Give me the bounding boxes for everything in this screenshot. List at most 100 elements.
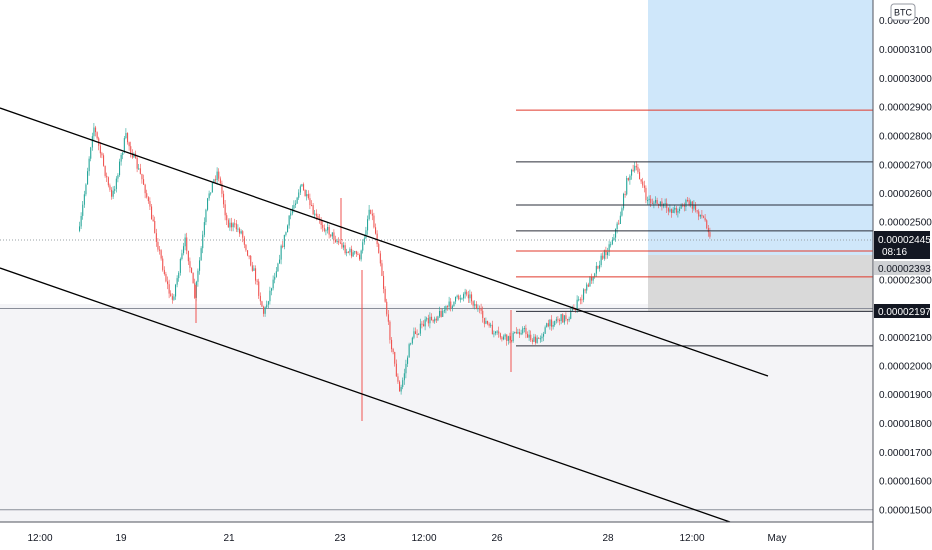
candle-body [181,253,183,259]
candle-body [656,200,658,204]
candle-body [402,380,404,387]
candle-body [515,331,517,334]
candle-body [696,210,698,212]
candle-body [199,260,201,271]
candle-body [632,169,634,171]
candle-body [347,251,349,253]
candle-body [283,234,285,247]
candle-body [634,165,636,171]
candle-body [362,242,364,251]
candle-body [363,238,365,243]
candle-body [290,213,292,216]
candle-body [106,175,108,178]
candle-body [602,255,604,259]
candle-body [223,193,225,205]
candle-body [440,311,442,317]
candle-body [272,279,274,289]
candle-body [615,229,617,238]
time-axis[interactable]: 12:00 19 21 23 12:00 26 28 12:00 May [27,533,786,544]
candle-body [434,318,436,322]
candle-body [277,263,279,272]
candle-body [560,314,562,321]
candle-body [208,193,210,199]
candle-body [472,301,474,306]
candle-body [213,179,215,183]
candle-body [205,209,207,223]
candle-body [427,318,429,324]
candle-body [259,295,261,302]
candle-body [162,258,164,270]
candle-body [435,318,437,321]
candle-body [317,216,319,219]
candle-body [485,321,487,324]
candle-body [320,219,322,225]
candle-body [490,324,492,326]
stop-zone[interactable] [648,255,873,311]
candle-body [384,289,386,302]
time-tick-label: 28 [602,533,614,544]
candle-body [557,319,559,321]
candle-body [603,250,605,259]
candle-body [107,177,109,186]
candle-body [144,184,146,194]
candle-body [242,231,244,238]
candle-body [120,155,122,162]
candle-body [391,339,393,350]
candle-body [575,309,577,311]
candle-body [341,242,343,248]
candle-body [103,155,105,166]
candle-body [187,250,189,262]
candle-body [704,217,706,221]
candle-body [325,230,327,232]
channel-upper-line[interactable] [0,107,769,377]
candle-body [237,228,239,230]
candle-body [677,211,679,213]
grey-levels [0,308,873,511]
candle-body [234,223,236,225]
candle-body [311,205,313,206]
candle-body [179,259,181,273]
candle-body [416,334,418,335]
candle-body [175,284,177,297]
candle-body [149,201,151,207]
candle-body [504,334,506,337]
lower-range-zone [0,304,873,522]
candle-body [287,225,289,233]
candle-body [407,357,409,364]
currency-badge[interactable] [890,3,916,21]
candle-body [627,178,629,180]
candle-body [315,213,317,217]
candle-body [299,186,301,193]
candle-body [411,337,413,344]
time-tick-label: 12:00 [679,533,704,544]
candle-body [186,237,188,251]
time-tick-label: 12:00 [411,533,436,544]
candle-body [218,171,220,179]
candle-body [143,179,145,185]
target-zone[interactable] [648,0,873,255]
candle-body [408,344,410,358]
horizontal-levels[interactable] [516,109,873,347]
candle-body [194,283,196,298]
candle-body [203,222,205,235]
candle-body [707,228,709,233]
candle-body [523,328,525,329]
candle-body [506,334,508,341]
channel-lower-line[interactable] [0,267,731,523]
price-tick-label: 0.00002700 [879,160,932,171]
candle-body [538,337,540,339]
candle-body [282,245,284,247]
candle-body [651,202,653,204]
marker-label-grey-value: 0.00002393 [878,264,931,275]
candle-body [251,265,253,271]
current-price-value: 0.00002445 [878,235,931,246]
candle-body [653,202,655,204]
candle-body [367,219,369,231]
candle-body [328,227,330,235]
candle-body [167,281,169,285]
candle-body [101,153,103,156]
candle-body [323,227,325,231]
candle-body [163,269,165,274]
candle-body [599,265,601,269]
